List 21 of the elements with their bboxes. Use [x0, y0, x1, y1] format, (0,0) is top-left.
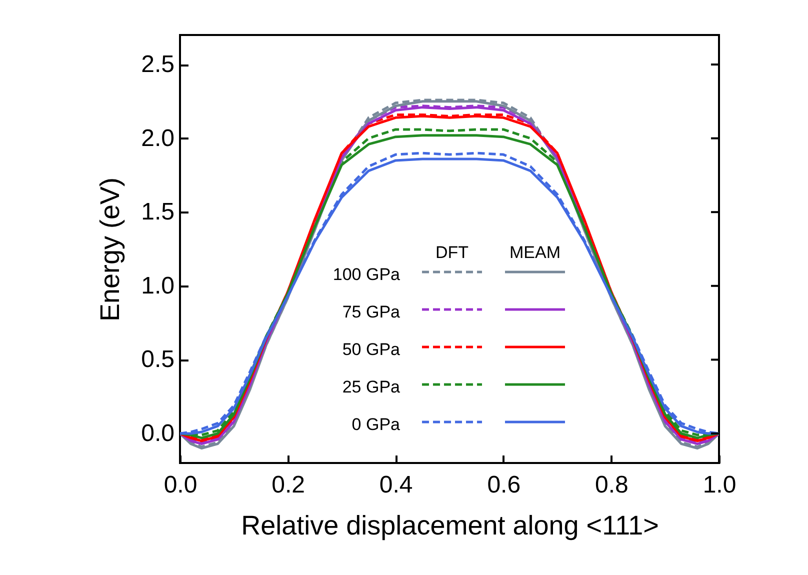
legend-label: 75 GPa — [342, 302, 401, 322]
y-tick-label: 0.0 — [141, 420, 174, 447]
y-tick-label: 2.0 — [141, 124, 174, 152]
x-tick-label: 0.8 — [595, 472, 628, 498]
x-tick-label: 0.6 — [487, 472, 521, 498]
y-tick-label: 0.5 — [141, 346, 174, 374]
legend-label: 0 GPa — [352, 415, 401, 434]
x-tick-label: 0.4 — [379, 472, 413, 498]
y-tick-label: 2.5 — [141, 51, 174, 78]
x-tick-label: 0.0 — [164, 472, 198, 498]
x-tick-label: 1.0 — [702, 472, 736, 498]
y-axis-title: Energy (eV) — [95, 177, 126, 322]
x-axis-title: Relative displacement along <111> — [241, 510, 659, 540]
legend-label: 25 GPa — [342, 378, 401, 396]
legend-label: 100 GPa — [332, 265, 401, 284]
y-tick-label: 1.0 — [141, 272, 174, 300]
legend-label: 50 GPa — [342, 340, 401, 359]
annotation: DFT — [435, 243, 469, 262]
y-tick-label: 1.5 — [141, 198, 174, 226]
x-tick-label: 0.2 — [272, 472, 305, 498]
annotation: MEAM — [510, 243, 560, 262]
